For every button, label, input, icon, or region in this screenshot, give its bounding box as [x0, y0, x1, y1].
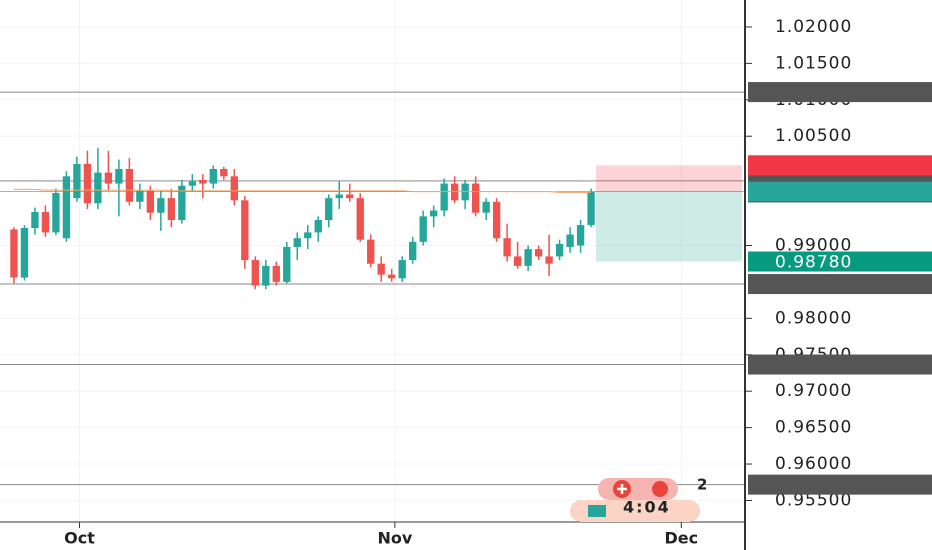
x-tick-label: Oct: [64, 529, 95, 548]
price-label-bg: [748, 82, 932, 103]
candle-body: [492, 201, 501, 239]
candle-body: [167, 198, 176, 220]
y-tick-label: 0.99000: [775, 235, 852, 255]
price-label: 0.98780: [775, 253, 852, 273]
price-axis: 1.020001.015001.010001.005000.990000.980…: [745, 17, 852, 510]
price-label-bg: [748, 354, 932, 375]
moving-average: [13, 188, 592, 193]
y-tick-label: 0.98000: [775, 308, 852, 328]
candle-body: [41, 211, 50, 233]
candle-body: [367, 239, 375, 264]
candle-body: [356, 198, 364, 240]
candle-body: [178, 185, 186, 220]
y-tick-label: 0.97000: [775, 381, 852, 401]
candle-body: [136, 190, 144, 202]
badge-icon: [588, 505, 606, 517]
candle-body: [251, 260, 259, 286]
candle-body: [503, 238, 511, 257]
candle-body: [524, 249, 532, 266]
candle-body: [241, 200, 249, 261]
candle-body: [283, 246, 291, 282]
candle-body: [398, 260, 406, 279]
candle-body: [157, 198, 165, 213]
y-tick-label: 1.00500: [775, 126, 852, 146]
badge-plus: [617, 484, 627, 494]
candle-body: [188, 181, 197, 186]
candle-body: [419, 216, 427, 242]
candle-body: [115, 169, 123, 184]
candle-body: [125, 169, 134, 202]
y-tick-label: 0.96000: [775, 454, 852, 474]
stop-zone: [596, 165, 742, 192]
candle-body: [430, 210, 438, 217]
candle-body: [52, 193, 60, 233]
price-label-bg: [748, 251, 932, 272]
candle-body: [220, 169, 228, 177]
candle-body: [325, 198, 333, 220]
y-tick-label: 0.95500: [775, 490, 852, 510]
alert-badges[interactable]: 2 4:04: [570, 476, 707, 523]
candle-body: [262, 265, 270, 286]
candle-body: [545, 256, 553, 264]
candle-body: [94, 172, 102, 204]
candle-body: [335, 194, 343, 199]
candle-body: [10, 229, 18, 278]
x-tick-label: Dec: [664, 529, 698, 548]
candle-body: [482, 201, 490, 213]
candle-body: [62, 176, 71, 239]
candle-body: [272, 265, 280, 282]
candle-body: [409, 241, 417, 261]
candle-body: [377, 263, 385, 275]
candle-body: [73, 163, 81, 199]
candle-body: [31, 211, 39, 229]
candle-body: [346, 194, 354, 199]
candle-body: [440, 183, 448, 211]
x-tick-label: Nov: [377, 529, 412, 548]
candle-body: [146, 190, 155, 213]
candle-body: [576, 225, 585, 246]
alert-count: 2: [697, 476, 707, 494]
candle-body: [471, 183, 480, 213]
y-tick-label: 1.02000: [775, 17, 852, 37]
candle-body: [555, 244, 564, 257]
candle-body: [20, 228, 29, 278]
target-zone: [596, 191, 742, 262]
candle-body: [534, 249, 543, 257]
price-label-bg: [748, 155, 932, 176]
candle-body: [314, 220, 322, 233]
alert-timer: 4:04: [623, 498, 671, 517]
plot: [10, 147, 742, 290]
candle-body: [566, 234, 574, 247]
price-label-bg: [748, 474, 932, 495]
candle-body: [199, 179, 207, 184]
price-label-bg: [748, 274, 932, 295]
candle-body: [209, 169, 217, 184]
candle-body: [513, 256, 522, 266]
badge-dot: [652, 481, 668, 497]
price-label-bg: [748, 181, 932, 202]
price-labels: 0.98780: [748, 82, 932, 495]
candle-body: [293, 238, 301, 247]
y-tick-label: 0.96500: [775, 418, 852, 438]
candle-body: [388, 274, 396, 279]
y-tick-label: 1.01500: [775, 53, 852, 73]
time-axis: Oct Nov Dec: [64, 522, 698, 548]
candle-body: [230, 176, 238, 201]
candle-body: [104, 172, 113, 184]
candle-body: [83, 163, 92, 204]
candle-body: [304, 232, 312, 239]
candle-body: [587, 191, 595, 226]
